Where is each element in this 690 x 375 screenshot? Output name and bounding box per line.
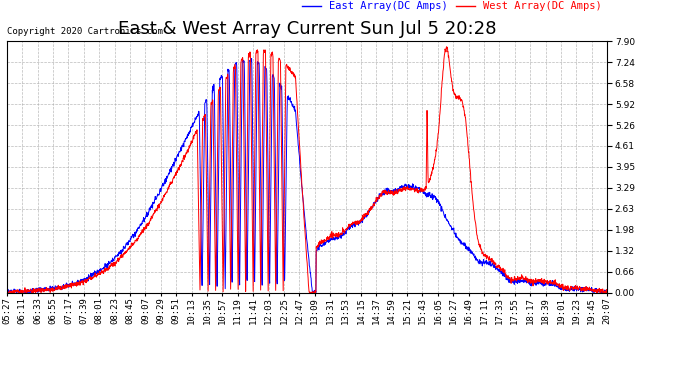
Text: Copyright 2020 Cartronics.com: Copyright 2020 Cartronics.com — [7, 27, 163, 36]
Title: East & West Array Current Sun Jul 5 20:28: East & West Array Current Sun Jul 5 20:2… — [118, 20, 496, 38]
Legend: East Array(DC Amps), West Array(DC Amps): East Array(DC Amps), West Array(DC Amps) — [302, 1, 602, 11]
